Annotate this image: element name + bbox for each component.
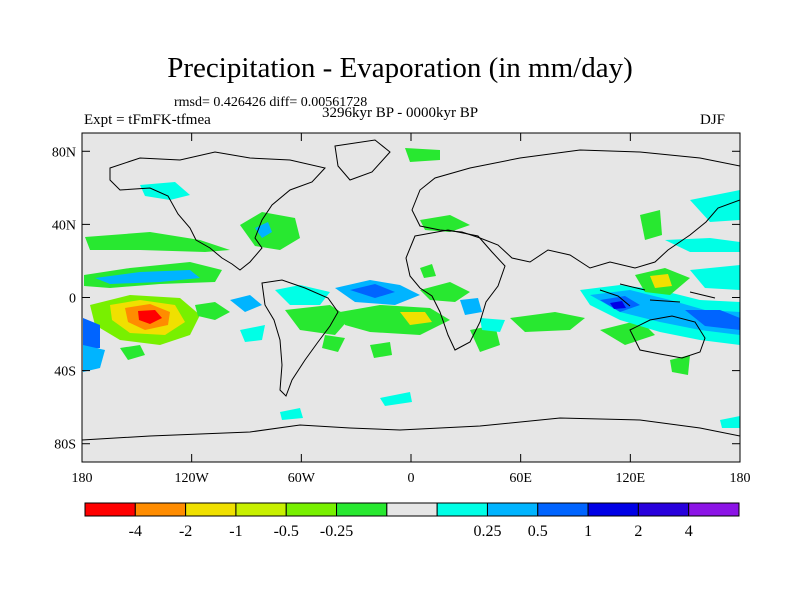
- colorbar-label: -0.5: [274, 523, 299, 540]
- anomaly-patch: [665, 238, 740, 252]
- lat-tick-label: 80N: [52, 145, 76, 160]
- anomaly-patch: [720, 416, 740, 428]
- coastline-antarctica: [82, 417, 740, 441]
- colorbar-swatch: [436, 502, 488, 517]
- anomaly-patch: [510, 312, 585, 332]
- anomaly-patch: [480, 318, 505, 332]
- anomaly-patch: [140, 182, 190, 200]
- anomaly-patch: [240, 325, 265, 342]
- anomaly-patch: [255, 222, 272, 238]
- coastline-africa: [405, 229, 506, 351]
- colorbar-swatch: [336, 502, 388, 517]
- colorbar-label: -1: [229, 523, 242, 540]
- anomaly-patch: [405, 148, 440, 162]
- coastline-greenland: [334, 139, 391, 181]
- anomaly-patch: [120, 345, 145, 360]
- anomaly-patch: [280, 408, 303, 420]
- coastlines: [82, 139, 740, 441]
- colorbar-label: 0.25: [473, 523, 501, 540]
- colorbar-label: -4: [129, 523, 142, 540]
- colorbar-swatch: [587, 502, 639, 517]
- anomaly-patch: [85, 232, 230, 252]
- anomaly-patch: [138, 310, 162, 324]
- colorbar-swatch: [637, 502, 690, 517]
- colorbar-swatch: [386, 502, 438, 517]
- lon-tick-label: 60W: [288, 471, 316, 486]
- anomaly-patch: [420, 215, 470, 232]
- anomaly-patch: [285, 305, 350, 335]
- colorbar-label: -2: [179, 523, 192, 540]
- anomaly-patch: [275, 285, 330, 305]
- colorbar-swatch: [134, 502, 187, 517]
- lon-tick-label: 0: [408, 471, 415, 486]
- lon-tick-label: 120W: [175, 471, 210, 486]
- anomaly-patch: [460, 298, 482, 315]
- plot-title: Precipitation - Evaporation (in mm/day): [167, 52, 633, 84]
- anomaly-patch: [690, 190, 740, 222]
- season-label: DJF: [700, 112, 726, 128]
- coastline-north-america: [109, 151, 326, 271]
- anomaly-patch: [83, 318, 100, 350]
- colorbar-swatch: [185, 502, 237, 517]
- anomaly-patch: [380, 392, 412, 406]
- anomaly-patch: [83, 345, 105, 372]
- stats-label: rmsd= 0.426426 diff= 0.00561728: [174, 95, 368, 110]
- anomaly-patch: [370, 342, 392, 358]
- anomaly-patch: [230, 295, 262, 312]
- lon-tick-label: 180: [72, 471, 93, 486]
- colorbar-swatch: [537, 502, 589, 517]
- anomaly-patch: [322, 335, 345, 352]
- colorbar-label: 0.5: [528, 523, 548, 540]
- lat-tick-label: 40N: [52, 218, 76, 233]
- anomaly-patch: [350, 284, 395, 298]
- anomaly-field: [83, 148, 740, 428]
- colorbar-label: 4: [685, 523, 693, 540]
- colorbar-swatch: [486, 502, 539, 517]
- lat-tick-label: 80S: [54, 438, 76, 453]
- lon-tick-label: 120E: [616, 471, 646, 486]
- anomaly-patch: [650, 274, 672, 288]
- anomaly-patch: [95, 270, 200, 284]
- colorbar-swatch: [688, 502, 740, 517]
- colorbar-swatch: [285, 502, 338, 517]
- anomaly-patch: [470, 325, 500, 352]
- anomaly-patch: [685, 310, 740, 330]
- coastline-australia: [629, 315, 706, 359]
- coastline-maritime: [599, 283, 716, 307]
- coastline-south-america: [261, 279, 339, 397]
- lat-tick-label: 0: [69, 292, 76, 307]
- lon-tick-label: 180: [730, 471, 751, 486]
- lat-tick-label: 40S: [54, 365, 76, 380]
- colorbar-swatch: [235, 502, 287, 517]
- colorbar-label: -0.25: [320, 523, 353, 540]
- anomaly-patch: [690, 265, 740, 290]
- colorbar-label: 2: [634, 523, 642, 540]
- period-label: 3296kyr BP - 0000kyr BP: [322, 105, 479, 121]
- anomaly-patch: [670, 355, 690, 375]
- colorbar-swatch: [84, 502, 136, 517]
- anomaly-patch: [640, 210, 662, 240]
- experiment-label: Expt = tFmFK-tfmea: [84, 112, 211, 128]
- anomaly-patch: [610, 301, 626, 309]
- coastline-eurasia: [411, 149, 740, 269]
- lon-tick-label: 60E: [509, 471, 532, 486]
- anomaly-patch: [195, 302, 230, 320]
- anomaly-patch: [400, 312, 432, 325]
- colorbar-label: 1: [584, 523, 592, 540]
- anomaly-patch: [420, 264, 436, 278]
